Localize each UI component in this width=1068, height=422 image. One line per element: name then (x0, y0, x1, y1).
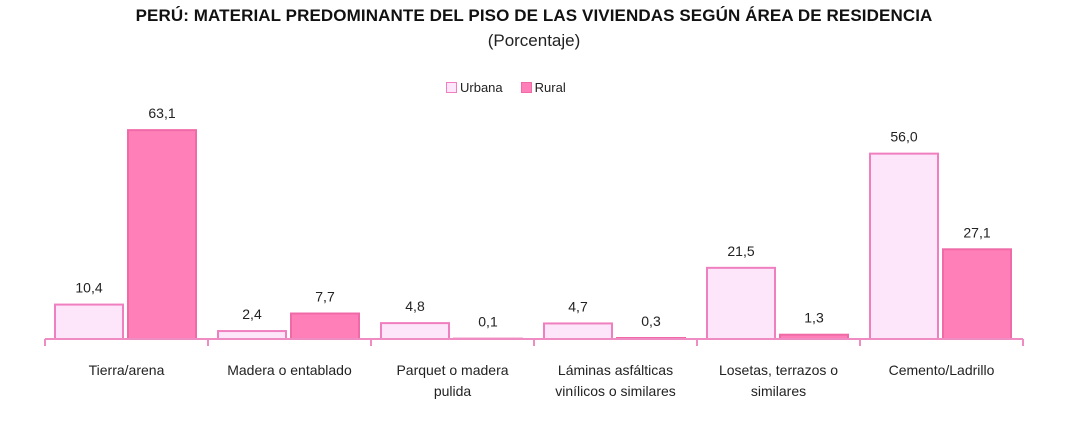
data-label-urbana-0: 10,4 (75, 280, 102, 296)
bar-rural-1 (290, 312, 360, 340)
data-label-rural-3: 0,3 (641, 313, 661, 329)
legend-swatch-rural (520, 82, 532, 93)
bar-urbana-5 (869, 152, 939, 340)
legend-swatch-urbana (446, 82, 457, 93)
legend-item-urbana: Urbana (446, 80, 503, 95)
data-label-urbana-2: 4,8 (405, 298, 425, 314)
data-label-urbana-4: 21,5 (727, 243, 754, 259)
data-label-rural-2: 0,1 (478, 314, 498, 330)
category-label-2: Parquet o madera pulida (396, 362, 508, 399)
chart-title: PERÚ: MATERIAL PREDOMINANTE DEL PISO DE … (135, 6, 933, 25)
category-label-0: Tierra/arena (89, 362, 165, 378)
category-label-1: Madera o entablado (227, 362, 352, 378)
bar-urbana-3 (543, 322, 613, 340)
bar-rural-0 (127, 129, 197, 340)
data-label-urbana-3: 4,7 (568, 298, 588, 314)
bar-rural-5 (942, 248, 1012, 340)
legend-label-rural: Rural (534, 80, 566, 95)
data-label-rural-1: 7,7 (315, 289, 335, 305)
bar-urbana-2 (380, 322, 450, 340)
data-label-urbana-1: 2,4 (242, 306, 262, 322)
legend: Urbana Rural (446, 80, 584, 95)
data-label-rural-0: 63,1 (148, 105, 175, 121)
bar-urbana-0 (54, 303, 124, 340)
bar-urbana-1 (217, 330, 287, 340)
category-label-4: Losetas, terrazos o similares (719, 362, 838, 399)
data-label-rural-5: 27,1 (963, 224, 990, 240)
data-label-rural-4: 1,3 (804, 310, 824, 326)
legend-label-urbana: Urbana (460, 80, 503, 95)
data-label-urbana-5: 56,0 (890, 129, 917, 145)
category-label-3: Láminas asfálticas vinílicos o similares (555, 362, 676, 399)
bar-urbana-4 (706, 266, 776, 340)
category-label-5: Cemento/Ladrillo (889, 362, 995, 378)
chart-subtitle: (Porcentaje) (487, 31, 581, 50)
legend-item-rural: Rural (520, 80, 566, 95)
